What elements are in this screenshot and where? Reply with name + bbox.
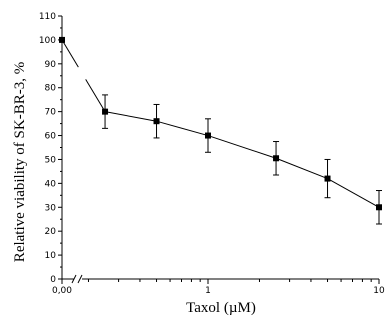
y-tick-label: 110 xyxy=(39,12,56,22)
series-line-segment xyxy=(327,178,380,208)
x-axis-label: Taxol (µM) xyxy=(186,300,256,316)
y-axis-label: Relative viability of SK-BR-3, % xyxy=(12,62,28,262)
y-tick-label: 50 xyxy=(45,155,57,165)
data-point-marker xyxy=(324,175,331,182)
axes xyxy=(58,15,380,284)
series-line-segment xyxy=(61,39,79,68)
series-line-segment xyxy=(156,120,209,137)
x-tick-label: 1 xyxy=(205,286,211,296)
axis-break-mark xyxy=(77,274,83,284)
y-tick-label: 30 xyxy=(45,203,57,213)
x-tick-label: 10 xyxy=(373,286,385,296)
y-tick-label: 60 xyxy=(45,132,57,142)
y-tick-label: 0 xyxy=(50,275,56,285)
y-tick-label: 40 xyxy=(45,179,57,189)
series-layer xyxy=(59,36,382,225)
y-tick-label: 20 xyxy=(45,227,57,237)
data-point-marker xyxy=(59,36,65,43)
y-tick-label: 80 xyxy=(45,84,57,94)
series-line-segment xyxy=(104,111,157,122)
data-point-marker xyxy=(376,204,382,211)
y-tick-label: 70 xyxy=(45,108,57,118)
y-tick-label: 90 xyxy=(45,60,57,70)
axis-break-mark xyxy=(71,274,77,284)
y-tick-label: 100 xyxy=(39,36,56,46)
data-point-marker xyxy=(102,108,109,115)
data-point-marker xyxy=(273,155,280,162)
series-line-segment xyxy=(207,135,277,159)
data-point-marker xyxy=(153,118,160,125)
y-tick-label: 10 xyxy=(45,251,57,261)
series-line-segment xyxy=(275,157,328,180)
x-tick-label: 0,00 xyxy=(52,286,72,296)
series-line-segment xyxy=(85,79,106,112)
data-point-marker xyxy=(205,132,211,139)
